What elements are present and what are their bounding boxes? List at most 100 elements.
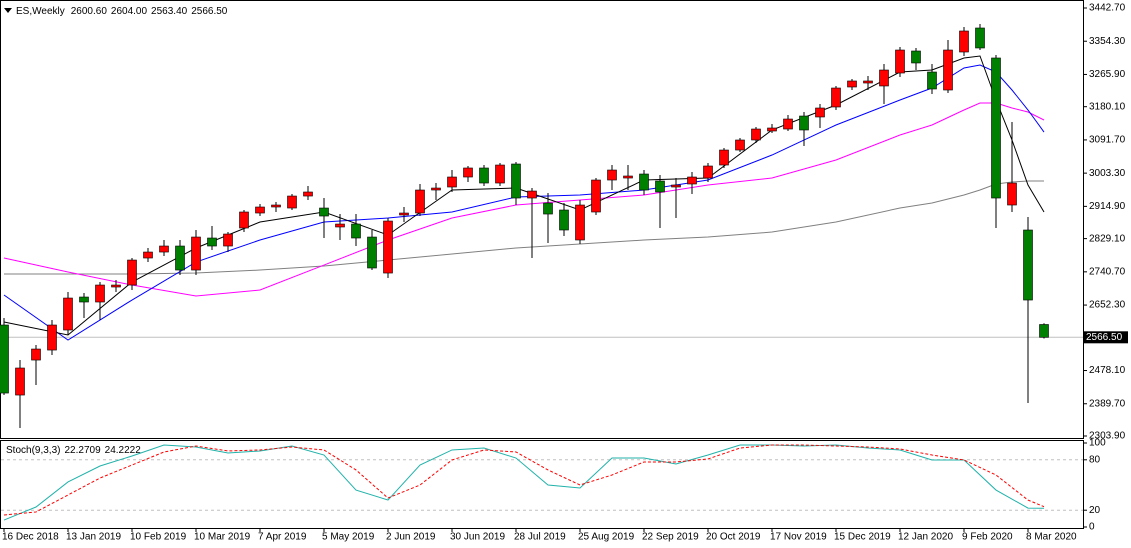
y-tick-label: 3003.30 xyxy=(1089,168,1126,179)
open-label: 2600.60 xyxy=(71,6,108,17)
stoch-title: Stoch(9,3,3) xyxy=(6,445,60,456)
x-tick-label: 5 May 2019 xyxy=(322,532,375,543)
candle-body xyxy=(399,212,409,216)
y-tick-label: 100 xyxy=(1089,438,1106,449)
y-tick-label: 2740.70 xyxy=(1089,266,1126,277)
candle-body xyxy=(463,167,473,178)
y-tick-label: 3180.10 xyxy=(1089,101,1126,112)
candle-body xyxy=(415,189,425,214)
y-tick-label: 2652.30 xyxy=(1089,300,1126,311)
candle-body xyxy=(639,173,649,191)
stoch-main-value: 22.2709 xyxy=(64,445,101,456)
main-frame xyxy=(0,0,1084,439)
stoch-header: Stoch(9,3,3) 22.2709 24.2222 xyxy=(6,445,141,456)
candle-body xyxy=(31,348,41,361)
candle-body xyxy=(127,259,137,286)
candle-body xyxy=(15,367,25,396)
candle-body xyxy=(719,149,729,166)
candle-body xyxy=(335,223,345,228)
moving-average xyxy=(4,180,1044,275)
candle-body xyxy=(735,139,745,151)
x-tick-label: 9 Feb 2020 xyxy=(962,532,1013,543)
x-tick-label: 16 Dec 2018 xyxy=(2,532,59,543)
high-label: 2604.00 xyxy=(111,6,148,17)
candle-body xyxy=(479,167,489,184)
candle-body xyxy=(239,211,249,229)
candle-body xyxy=(815,107,825,118)
low-label: 2563.40 xyxy=(151,6,188,17)
x-tick-label: 7 Apr 2019 xyxy=(258,532,307,543)
candle-body xyxy=(511,163,521,199)
candle-body xyxy=(895,49,905,74)
candle-body xyxy=(287,195,297,209)
x-tick-label: 13 Jan 2019 xyxy=(66,532,121,543)
close-label: 2566.50 xyxy=(191,6,228,17)
y-tick-label: 80 xyxy=(1089,454,1101,465)
menu-icon xyxy=(4,8,12,13)
y-tick-label: 2478.10 xyxy=(1089,365,1126,376)
candle-body xyxy=(1039,324,1049,338)
candle-body xyxy=(255,206,265,214)
x-tick-label: 20 Oct 2019 xyxy=(706,532,761,543)
candle-body xyxy=(607,169,617,181)
candle-body xyxy=(879,69,889,87)
y-tick-label: 0 xyxy=(1089,522,1095,533)
candle-body xyxy=(703,165,713,179)
candle-body xyxy=(559,209,569,231)
y-tick-label: 2829.10 xyxy=(1089,233,1126,244)
y-tick-label: 3442.70 xyxy=(1089,3,1126,14)
candle-body xyxy=(0,324,9,394)
candle-body xyxy=(111,284,121,288)
x-tick-label: 10 Feb 2019 xyxy=(130,532,187,543)
x-tick-label: 2 Jun 2019 xyxy=(386,532,436,543)
x-tick-label: 30 Jun 2019 xyxy=(450,532,505,543)
stoch-line xyxy=(3,444,1045,521)
candle-body xyxy=(447,176,457,188)
candle-body xyxy=(543,202,553,215)
candle-body xyxy=(959,30,969,53)
candle-body xyxy=(175,245,185,271)
candle-body xyxy=(799,115,809,131)
candle-body xyxy=(527,190,537,199)
candle-body xyxy=(687,176,697,185)
y-tick-label: 2914.90 xyxy=(1089,201,1126,212)
x-tick-label: 15 Dec 2019 xyxy=(834,532,891,543)
candle-body xyxy=(303,191,313,197)
y-tick-label: 3091.70 xyxy=(1089,135,1126,146)
header: ES,Weekly 2600.60 2604.00 2563.40 2566.50 xyxy=(16,6,228,17)
y-tick-label: 2303.90 xyxy=(1089,431,1126,442)
candle-body xyxy=(191,236,201,271)
candle-body xyxy=(751,128,761,141)
candle-body xyxy=(943,49,953,91)
candle-body xyxy=(47,324,57,351)
x-tick-label: 28 Jul 2019 xyxy=(514,532,566,543)
price-box-label: 2566.50 xyxy=(1086,332,1123,343)
candle-body xyxy=(575,204,585,241)
candle-body xyxy=(223,233,233,247)
y-tick-label: 2389.70 xyxy=(1089,398,1126,409)
candle-body xyxy=(863,80,873,84)
x-tick-label: 8 Mar 2020 xyxy=(1026,532,1077,543)
candle-body xyxy=(975,27,985,49)
candle-body xyxy=(207,237,217,247)
candle-body xyxy=(383,220,393,274)
candle-body xyxy=(783,118,793,130)
candle-body xyxy=(159,245,169,253)
candle-body xyxy=(495,164,505,184)
candle-body xyxy=(911,50,921,64)
candle-body xyxy=(927,71,937,90)
candle-body xyxy=(143,251,153,259)
candle-body xyxy=(63,297,73,331)
candle-body xyxy=(367,236,377,269)
x-tick-label: 12 Jan 2020 xyxy=(898,532,953,543)
candle-body xyxy=(591,179,601,213)
candle-body xyxy=(271,204,281,208)
stoch-signal-value: 24.2222 xyxy=(105,445,142,456)
candle-body xyxy=(991,57,1001,199)
stoch-frame xyxy=(0,440,1084,529)
x-tick-label: 17 Nov 2019 xyxy=(770,532,827,543)
x-tick-label: 10 Mar 2019 xyxy=(194,532,251,543)
